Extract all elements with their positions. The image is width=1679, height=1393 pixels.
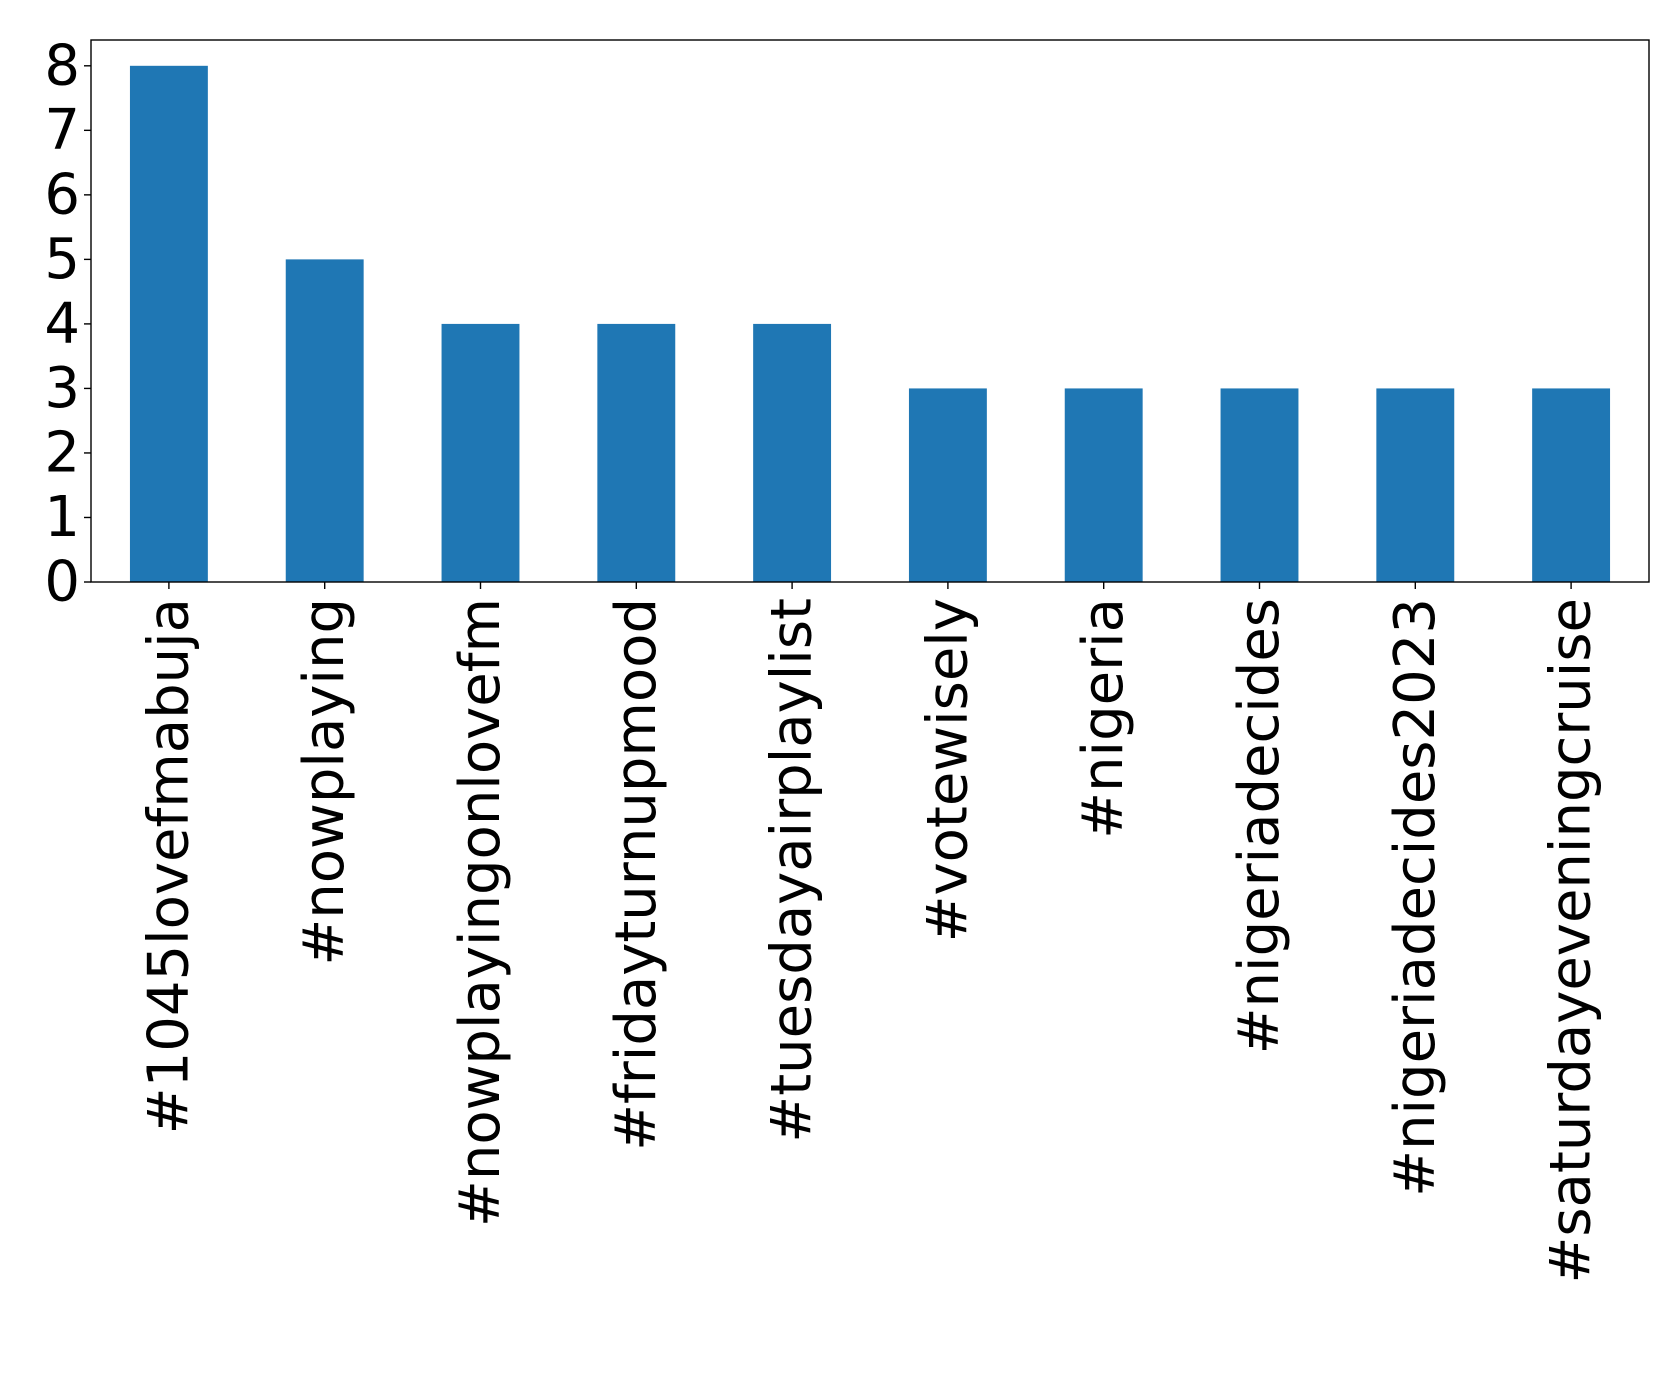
x-tick-label: #nigeriadecides2023 [1383,598,1448,1197]
y-tick-label: 2 [44,420,80,485]
x-axis: #1045lovefmabuja #nowplaying #nowplayingon… [136,582,1604,1284]
plot-area-frame [90,39,1650,583]
x-tick-label: #nowplaying [292,598,357,966]
x-tick-label: #nigeria [1071,598,1136,839]
bar [908,388,987,582]
x-tick-label: #1045lovefmabuja [136,598,201,1134]
bar [1376,388,1455,582]
x-tick-label: #nigeriadecides [1227,598,1292,1054]
bar [441,323,520,582]
y-tick-label: 3 [44,356,80,421]
bar [1220,388,1299,582]
y-tick-label: 7 [44,98,80,163]
x-tick-label: #tuesdayairplaylist [760,598,825,1143]
bar [129,65,208,583]
y-tick-label: 1 [44,485,80,550]
x-tick-label: #fridayturnupmood [604,598,669,1151]
x-tick-label: #nowplayingonlovefm [448,598,513,1227]
y-tick-label: 5 [44,227,80,292]
bar [753,323,832,582]
y-tick-label: 4 [44,291,80,356]
bar [597,323,676,582]
bars-layer [129,65,1611,583]
x-tick-label: #saturdayeveningcruise [1539,598,1604,1284]
y-tick-label: 8 [44,33,80,98]
x-tick-label: #votewisely [915,598,980,942]
bar [285,259,364,582]
y-tick-label: 6 [44,162,80,227]
bar [1064,388,1143,582]
y-tick-label: 0 [44,550,80,615]
bar [1532,388,1611,582]
